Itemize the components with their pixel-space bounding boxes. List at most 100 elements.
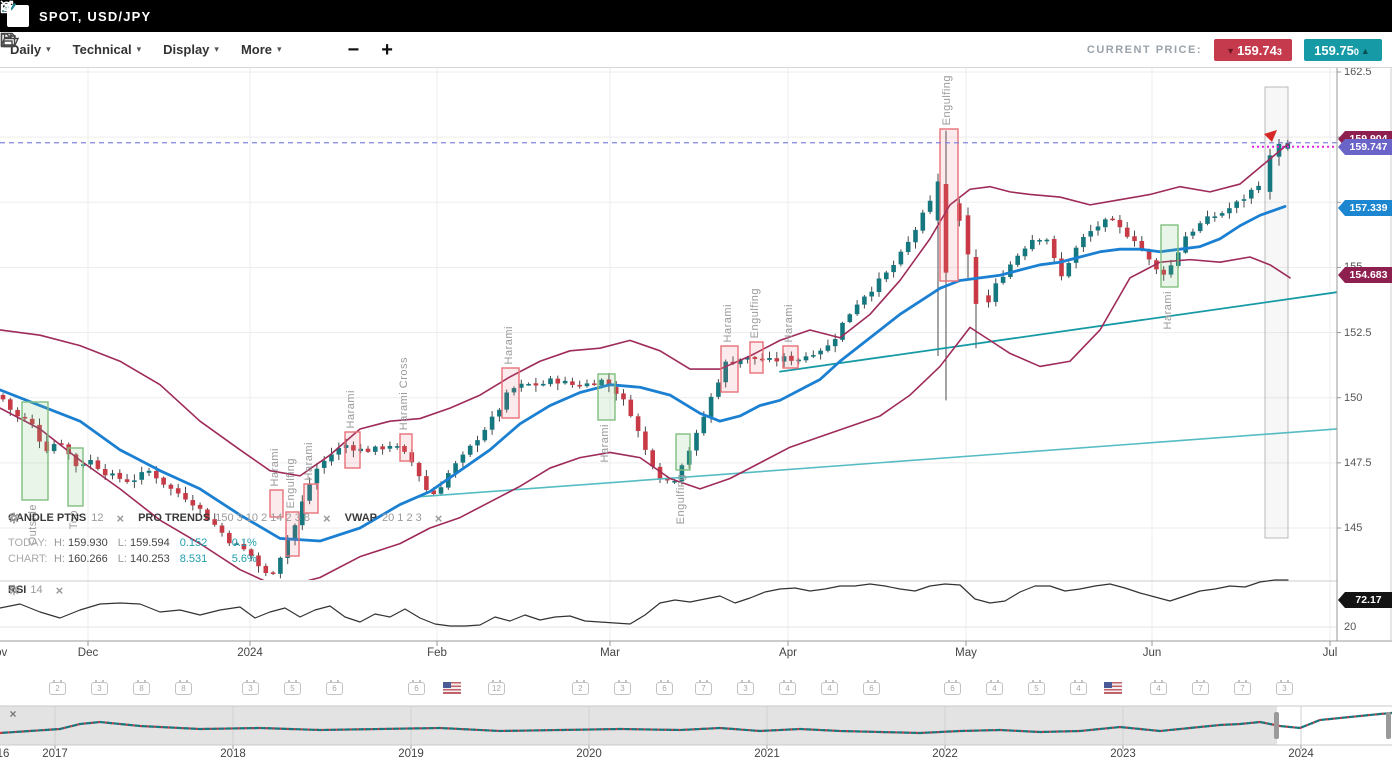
- calendar-event-icon[interactable]: 2: [572, 680, 589, 695]
- rsi-params: 14: [30, 584, 43, 596]
- today-change-value: 0.152: [179, 537, 208, 549]
- calendar-event-icon[interactable]: 3: [91, 680, 108, 695]
- navigator-selected-range[interactable]: [1277, 706, 1392, 745]
- pattern-label: Harami: [1161, 291, 1174, 330]
- calendar-event-icon[interactable]: 3: [737, 680, 754, 695]
- navigator-right-handle[interactable]: [1386, 712, 1391, 739]
- calendar-event-icon[interactable]: 6: [408, 680, 425, 695]
- month-label: Jul: [1322, 647, 1338, 659]
- calendar-event-icon[interactable]: 3: [614, 680, 631, 695]
- pattern-label: Engulfing: [941, 75, 953, 126]
- zoom-in-button[interactable]: +: [381, 38, 393, 61]
- calendar-event-icon[interactable]: 7: [1192, 680, 1209, 695]
- pattern-box[interactable]: [597, 373, 616, 421]
- price-tick-label: 145: [1344, 521, 1363, 534]
- rsi-value-badge: 72.17: [1338, 592, 1392, 608]
- calendar-event-icon[interactable]: 7: [695, 680, 712, 695]
- pattern-box[interactable]: [1160, 224, 1179, 288]
- more-dropdown[interactable]: More ▾: [241, 42, 282, 57]
- technical-dropdown-label: Technical: [72, 42, 132, 57]
- chart-low-value: 140.253: [129, 553, 170, 565]
- calendar-event-icon[interactable]: 8: [175, 680, 192, 695]
- calendar-event-icon[interactable]: 4: [821, 680, 838, 695]
- pattern-box[interactable]: [501, 367, 520, 419]
- chart-low-label: L:: [117, 553, 127, 565]
- month-label: May: [955, 647, 977, 659]
- us-flag-event-icon[interactable]: [1104, 682, 1122, 694]
- pattern-box[interactable]: [675, 433, 691, 471]
- pattern-box[interactable]: [720, 345, 739, 393]
- zoom-out-button[interactable]: −: [347, 38, 360, 61]
- period-dropdown-label: Daily: [10, 42, 42, 57]
- navigator-left-handle[interactable]: [1274, 712, 1279, 739]
- vwap-remove-icon[interactable]: ×: [434, 510, 443, 526]
- candle-patterns-remove-icon[interactable]: ×: [116, 510, 125, 526]
- time-axis: Nov Dec 2024 Feb Mar Apr May Jun Jul: [0, 647, 1392, 663]
- year-label: 2022: [932, 748, 958, 760]
- navigator-year-axis: 16 2017 2018 2019 2020 2021 2022 2023 2024: [0, 748, 1392, 764]
- calendar-event-icon[interactable]: 2: [49, 680, 66, 695]
- display-dropdown-label: Display: [163, 42, 210, 57]
- pattern-box[interactable]: [285, 511, 300, 557]
- display-dropdown[interactable]: Display ▾: [163, 42, 219, 57]
- period-dropdown[interactable]: Daily ▾: [10, 42, 51, 57]
- pattern-label: Engulfing: [748, 288, 761, 339]
- calendar-event-icon[interactable]: 4: [986, 680, 1003, 695]
- sma-price-badge: 157.339: [1338, 200, 1392, 216]
- calendar-event-icon[interactable]: 7: [1234, 680, 1251, 695]
- pattern-box[interactable]: [67, 447, 84, 507]
- pattern-box[interactable]: [269, 489, 284, 518]
- price-alert-arrow-icon: [1264, 130, 1277, 142]
- calendar-event-icon[interactable]: 6: [656, 680, 673, 695]
- economic-events-row: 2 3 8 8 3 5 6 6 12 2 3 6 7 3 4 4 6 6 4 5 4 4 7 7 3: [0, 679, 1392, 699]
- today-low-value: 159.594: [129, 537, 170, 549]
- calendar-event-icon[interactable]: 6: [326, 680, 343, 695]
- year-label: 2024: [1288, 748, 1314, 760]
- pattern-box[interactable]: [939, 128, 959, 282]
- pattern-box[interactable]: [344, 431, 361, 469]
- vwap-indicator-label: VWAP: [344, 512, 378, 524]
- calendar-event-icon[interactable]: 4: [1150, 680, 1167, 695]
- bid-price-badge: ▼ 159.74 3: [1214, 38, 1292, 61]
- pattern-label: Harami Cross: [398, 357, 410, 431]
- calendar-event-icon[interactable]: 3: [1276, 680, 1293, 695]
- month-label: Jun: [1142, 647, 1162, 659]
- calendar-event-icon[interactable]: 6: [944, 680, 961, 695]
- rsi-indicator-label: RSI: [8, 584, 27, 596]
- calendar-event-icon[interactable]: 5: [1028, 680, 1045, 695]
- pattern-box[interactable]: [303, 483, 319, 514]
- chart-high-label: H:: [54, 553, 65, 565]
- calendar-event-icon[interactable]: 3: [242, 680, 259, 695]
- ask-price-badge: 159.75 0 ▲: [1304, 38, 1382, 61]
- chart-label: CHART:: [8, 553, 48, 565]
- calendar-event-icon[interactable]: 6: [863, 680, 880, 695]
- navigator-close-icon[interactable]: ×: [9, 707, 17, 721]
- pattern-box[interactable]: [21, 401, 49, 501]
- pattern-box[interactable]: [749, 341, 764, 374]
- pattern-box[interactable]: [782, 345, 799, 369]
- arrow-up-icon: ▲: [1360, 45, 1370, 56]
- pattern-label: Harami: [782, 304, 795, 343]
- chart-change-percent: 5.6%: [231, 553, 257, 565]
- pattern-boxes: [21, 128, 1179, 557]
- today-high-value: 159.930: [68, 537, 108, 549]
- pro-trends-remove-icon[interactable]: ×: [323, 510, 331, 526]
- month-label: Mar: [600, 647, 620, 659]
- calendar-event-icon[interactable]: 5: [284, 680, 301, 695]
- title-bar: SPOT, USD/JPY: [0, 0, 1392, 32]
- pattern-label: Engulfing: [675, 474, 687, 525]
- month-label: Apr: [779, 647, 797, 659]
- pattern-box[interactable]: [399, 433, 413, 462]
- calendar-event-icon[interactable]: 12: [488, 680, 505, 695]
- rsi-remove-icon[interactable]: ×: [55, 582, 64, 598]
- calendar-event-icon[interactable]: 4: [779, 680, 796, 695]
- technical-dropdown[interactable]: Technical ▾: [73, 42, 142, 57]
- calendar-event-icon[interactable]: 4: [1070, 680, 1087, 695]
- us-flag-event-icon[interactable]: [443, 682, 461, 694]
- pattern-label: Harami: [502, 326, 515, 365]
- lower-band-price-badge: 154.683: [1338, 267, 1392, 283]
- calendar-event-icon[interactable]: 8: [133, 680, 150, 695]
